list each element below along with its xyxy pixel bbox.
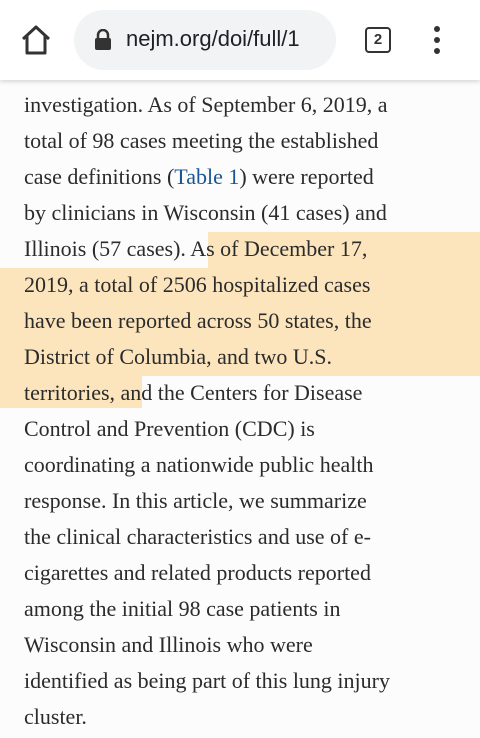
text-line: among the initial 98 case patients in bbox=[24, 591, 390, 627]
text-segment: 2019, a total of 2506 hospitalized cases bbox=[24, 272, 371, 297]
home-button[interactable] bbox=[20, 24, 52, 56]
article-text: investigation. As of September 6, 2019, … bbox=[24, 87, 390, 735]
text-line: identified as being part of this lung in… bbox=[24, 663, 390, 699]
text-line: investigation. As of September 6, 2019, … bbox=[24, 87, 390, 123]
lock-icon bbox=[95, 29, 111, 50]
address-bar[interactable]: nejm.org/doi/full/1 bbox=[74, 10, 336, 70]
text-segment: ) were reported bbox=[239, 164, 374, 189]
menu-button[interactable] bbox=[430, 24, 444, 56]
text-line: District of Columbia, and two U.S. bbox=[24, 339, 390, 375]
text-segment: response. In this article, we summarize bbox=[24, 488, 367, 513]
text-line: response. In this article, we summarize bbox=[24, 483, 390, 519]
text-line: total of 98 cases meeting the establishe… bbox=[24, 123, 390, 159]
tab-switcher[interactable]: 2 bbox=[365, 27, 391, 53]
text-line: the clinical characteristics and use of … bbox=[24, 519, 390, 555]
text-line: Illinois (57 cases). As of December 17, bbox=[24, 231, 390, 267]
text-segment: As of December 17, bbox=[185, 236, 368, 261]
text-line: Wisconsin and Illinois who were bbox=[24, 627, 390, 663]
text-segment: the clinical characteristics and use of … bbox=[24, 524, 371, 549]
text-segment: among the initial 98 case patients in bbox=[24, 596, 341, 621]
text-line: by clinicians in Wisconsin (41 cases) an… bbox=[24, 195, 390, 231]
text-segment: by clinicians in Wisconsin (41 cases) an… bbox=[24, 200, 387, 225]
url-text: nejm.org/doi/full/1 bbox=[126, 26, 300, 51]
table-link[interactable]: Table 1 bbox=[174, 164, 240, 189]
text-line: 2019, a total of 2506 hospitalized cases bbox=[24, 267, 390, 303]
text-segment: Illinois (57 cases). bbox=[24, 236, 186, 261]
highlight bbox=[0, 376, 142, 408]
browser-toolbar: nejm.org/doi/full/1 2 bbox=[0, 0, 480, 80]
text-line: cigarettes and related products reported bbox=[24, 555, 390, 591]
text-segment: territories, bbox=[24, 380, 116, 405]
text-segment: Wisconsin and Illinois who were bbox=[24, 632, 313, 657]
text-segment: investigation. As of September 6, 2019, … bbox=[24, 92, 388, 117]
text-line: territories, and the Centers for Disease bbox=[24, 375, 390, 411]
text-line: case definitions (Table 1) were reported bbox=[24, 159, 390, 195]
text-segment: District of Columbia, and two U.S. bbox=[24, 344, 332, 369]
text-line: cluster. bbox=[24, 699, 390, 735]
text-line: coordinating a nationwide public health bbox=[24, 447, 390, 483]
text-segment: have been reported across 50 states, the bbox=[24, 308, 372, 333]
text-segment: case definitions ( bbox=[24, 164, 175, 189]
text-segment: and the Centers for Disease bbox=[115, 380, 363, 405]
text-segment: cigarettes and related products reported bbox=[24, 560, 371, 585]
text-segment: identified as being part of this lung in… bbox=[24, 668, 390, 693]
highlight bbox=[0, 268, 480, 376]
text-segment: coordinating a nationwide public health bbox=[24, 452, 374, 477]
text-segment: total of 98 cases meeting the establishe… bbox=[24, 128, 379, 153]
text-line: have been reported across 50 states, the bbox=[24, 303, 390, 339]
text-segment: Control and Prevention (CDC) is bbox=[24, 416, 315, 441]
highlight bbox=[208, 232, 480, 268]
text-segment: cluster. bbox=[24, 704, 87, 729]
text-line: Control and Prevention (CDC) is bbox=[24, 411, 390, 447]
